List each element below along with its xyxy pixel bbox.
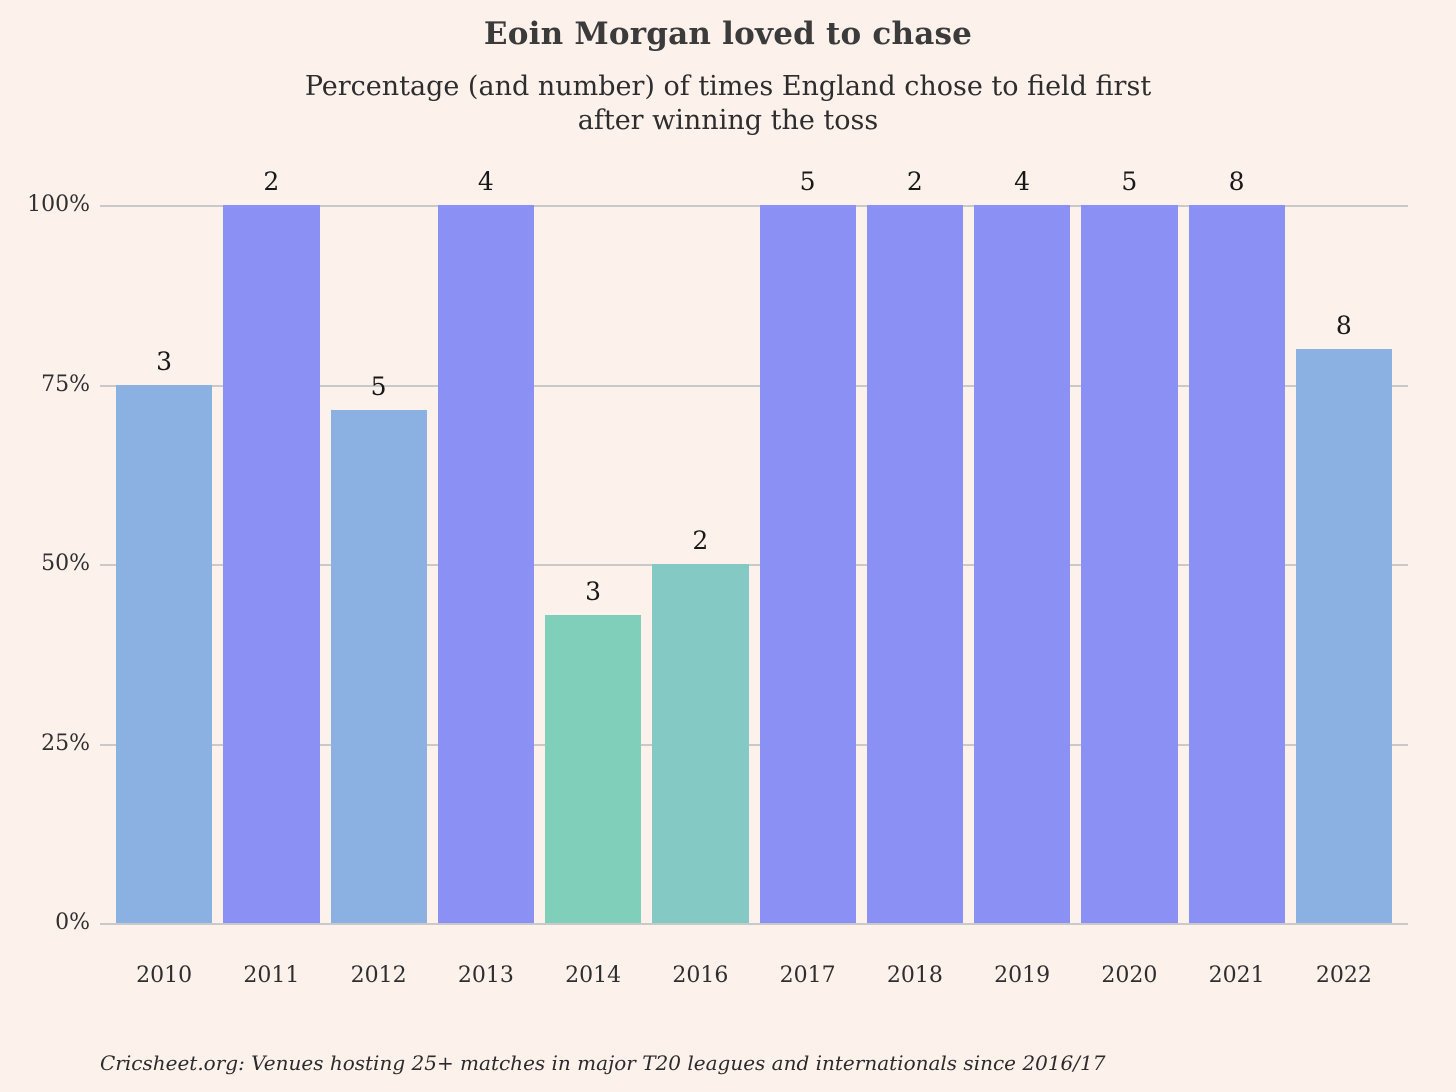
bar-column: 5 2012	[330, 205, 427, 988]
bar[interactable]	[866, 205, 963, 923]
bar-value-label: 4	[477, 167, 494, 196]
y-axis-tick-label: 100%	[27, 192, 90, 217]
bar[interactable]	[1081, 205, 1178, 923]
bar-value-label: 2	[263, 167, 280, 196]
bar-value-label: 2	[906, 167, 923, 196]
y-axis-tick-label: 0%	[55, 910, 90, 935]
bar-column: 3 2014	[545, 205, 642, 988]
bar-value-label: 8	[1335, 310, 1352, 340]
bar-value-label: 2	[692, 526, 709, 555]
bar-column: 5 2017	[759, 167, 856, 988]
bar-column: 8 2022	[1295, 205, 1392, 988]
chart-subtitle-line2: after winning the toss	[577, 104, 879, 136]
bar-column: 3 2010	[116, 205, 213, 988]
x-axis-label: 2016	[672, 963, 729, 988]
plot-area: 3 2010 2 2011 5 2012 4 2013 3 2014 2 2016 5 2017 2 2018…	[27, 167, 1408, 988]
gridline	[100, 564, 1408, 566]
bar-column: 8 2021	[1188, 167, 1285, 988]
x-axis-label: 2020	[1101, 963, 1158, 988]
y-axis-tick-label: 75%	[41, 371, 90, 397]
bar-value-label: 5	[370, 372, 387, 402]
x-axis-label: 2013	[457, 963, 514, 988]
bar[interactable]	[1295, 348, 1392, 923]
bar-column: 4 2013	[437, 167, 534, 988]
chart-subtitle-line1: Percentage (and number) of times England…	[304, 71, 1152, 102]
bar-column: 2 2018	[866, 167, 963, 988]
x-axis-label: 2011	[243, 963, 300, 988]
x-axis-label: 2022	[1315, 963, 1372, 988]
bar[interactable]	[545, 614, 642, 923]
bar[interactable]	[330, 410, 427, 923]
x-axis-label: 2018	[886, 963, 943, 988]
bar-value-label: 4	[1014, 167, 1031, 196]
bar-column: 2 2011	[223, 167, 320, 988]
x-axis-label: 2012	[350, 963, 407, 988]
bar[interactable]	[652, 564, 749, 923]
x-axis-label: 2019	[994, 963, 1051, 988]
x-axis-label: 2017	[779, 963, 836, 988]
bar-column: 2 2016	[652, 205, 749, 988]
x-axis-label: 2021	[1208, 963, 1265, 988]
y-axis-tick-label: 50%	[41, 551, 90, 576]
bar[interactable]	[223, 205, 320, 923]
gridline	[100, 743, 1408, 746]
x-axis-label: 2014	[565, 963, 622, 988]
bar-value-label: 5	[799, 167, 816, 196]
bar[interactable]	[1188, 205, 1285, 923]
gridline	[100, 384, 1408, 387]
bar-value-label: 3	[156, 346, 173, 376]
bar[interactable]	[116, 384, 213, 923]
x-axis-label: 2010	[136, 963, 193, 988]
bar-column: 4 2019	[974, 167, 1071, 988]
bar-value-label: 3	[585, 576, 602, 606]
chart-subtitle: Percentage (and number) of times England…	[0, 70, 1456, 138]
gridline	[100, 923, 1408, 925]
source-caption: Cricsheet.org: Venues hosting 25+ matche…	[100, 1051, 1106, 1075]
bar-value-label: 8	[1228, 167, 1245, 196]
bar[interactable]	[437, 205, 534, 923]
bars: 3 2010 2 2011 5 2012 4 2013 3 2014 2 2016 5 2017 2 2018…	[116, 167, 1392, 988]
bar-value-label: 5	[1121, 167, 1138, 196]
chart-title: Eoin Morgan loved to chase	[483, 16, 973, 52]
bar[interactable]	[759, 205, 856, 923]
bar[interactable]	[974, 205, 1071, 923]
gridline	[100, 205, 1408, 207]
bar-column: 5 2020	[1081, 167, 1178, 988]
y-axis-tick-label: 25%	[41, 730, 90, 756]
